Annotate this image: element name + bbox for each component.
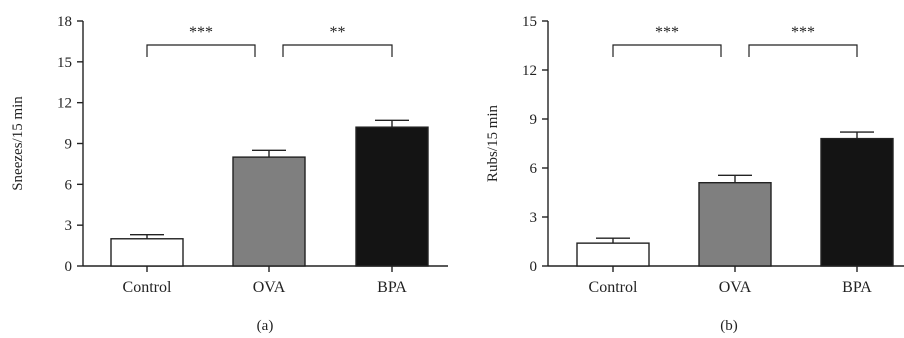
bar-ova bbox=[232, 156, 306, 267]
significance-label: *** bbox=[655, 24, 679, 41]
bar-control bbox=[576, 242, 650, 267]
y-tick-label: 15 bbox=[57, 55, 72, 71]
y-tick-label: 6 bbox=[530, 161, 538, 177]
significance-bracket bbox=[748, 44, 858, 57]
y-tick-label: 9 bbox=[530, 112, 538, 128]
x-tick-label: Control bbox=[589, 279, 638, 296]
significance-bracket bbox=[146, 44, 256, 57]
significance-label: *** bbox=[189, 24, 213, 41]
x-tick-label: Control bbox=[123, 279, 172, 296]
panel-label: (a) bbox=[257, 318, 274, 334]
x-tick-label: OVA bbox=[719, 279, 752, 296]
y-tick-label: 12 bbox=[57, 96, 72, 112]
x-tick-label: BPA bbox=[377, 279, 407, 296]
y-tick-label: 6 bbox=[65, 177, 73, 193]
chart-panel-b: 0 3 6 9 12 15 Rubs/15 min Control OVA BPA *** *** (b… bbox=[485, 14, 904, 334]
y-axis-title: Sneezes/15 min bbox=[10, 96, 26, 191]
bar-bpa bbox=[820, 137, 894, 267]
y-tick-label: 9 bbox=[65, 137, 73, 153]
bar-control bbox=[110, 238, 184, 267]
y-tick-label: 3 bbox=[530, 210, 538, 226]
bar-ova bbox=[698, 181, 772, 267]
significance-label: *** bbox=[791, 24, 815, 41]
y-tick-label: 12 bbox=[522, 63, 537, 79]
bar-bpa bbox=[355, 126, 429, 267]
panel-label: (b) bbox=[720, 318, 738, 334]
significance-bracket bbox=[612, 44, 722, 57]
y-tick-label: 15 bbox=[522, 14, 537, 30]
y-tick-label: 3 bbox=[65, 218, 73, 234]
x-tick-label: OVA bbox=[253, 279, 286, 296]
y-axis-title: Rubs/15 min bbox=[485, 104, 501, 182]
significance-label: ** bbox=[330, 24, 346, 41]
y-tick-label: 0 bbox=[530, 259, 538, 275]
significance-bracket bbox=[282, 44, 393, 57]
y-tick-label: 0 bbox=[65, 259, 73, 275]
y-tick-label: 18 bbox=[57, 14, 72, 30]
x-tick-label: BPA bbox=[842, 279, 872, 296]
